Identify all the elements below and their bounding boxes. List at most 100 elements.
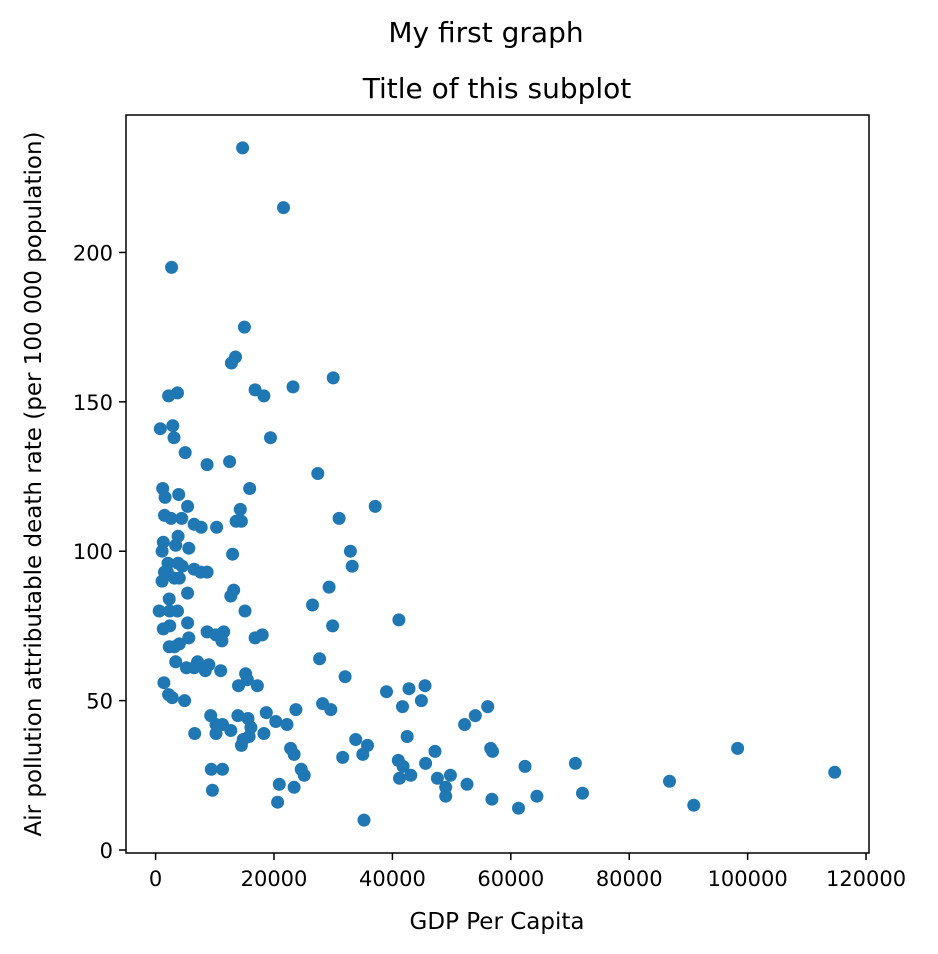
data-point [419,756,433,770]
x-tick-label: 80000 [596,867,663,891]
data-point [663,774,676,788]
x-axis-label: GDP Per Capita [410,909,585,935]
data-point [162,640,176,654]
data-point [264,431,277,445]
data-point [216,762,229,776]
data-points [152,141,842,827]
data-point [172,488,186,501]
data-point [175,559,189,573]
data-point [289,703,303,717]
data-point [248,631,262,645]
data-point [576,786,589,800]
data-point [530,789,544,803]
data-point [223,455,237,469]
data-point [234,738,248,752]
data-point [167,431,181,445]
data-point [468,709,482,723]
data-point [179,661,193,675]
data-point [209,718,223,731]
data-point [828,765,842,779]
data-point [402,682,416,696]
data-point [280,718,294,731]
figure-title: My first graph [388,16,583,49]
data-point [236,141,250,155]
data-point [287,747,301,761]
data-point [259,706,273,720]
data-point [439,789,453,803]
data-point [345,559,359,573]
data-point [392,613,406,627]
y-tick-label: 0 [100,839,113,863]
data-point [165,260,179,274]
data-point [215,634,229,648]
data-point [153,422,167,436]
y-tick-label: 100 [73,540,113,564]
data-point [158,490,172,504]
data-point [271,795,285,809]
data-point [155,544,169,558]
data-point [326,371,340,385]
data-point [311,467,325,480]
data-point [396,700,409,714]
data-point [214,664,228,678]
y-axis-ticks: 0 50 100 150 200 [73,241,126,863]
data-point [175,511,189,525]
data-point [157,676,171,690]
data-point [418,679,432,693]
data-point [485,792,499,806]
data-point [171,604,184,618]
data-point [349,733,363,746]
data-point [163,619,177,633]
data-point [226,547,240,561]
data-point [277,201,290,215]
data-point [336,750,350,764]
data-point [162,389,176,403]
data-point [210,520,224,534]
data-point [356,747,370,761]
data-point [357,813,371,827]
data-point [237,320,251,334]
data-point [155,574,169,588]
data-point [224,589,238,603]
data-point [198,664,212,678]
data-point [286,380,300,394]
data-point [326,619,340,633]
data-point [169,655,183,669]
data-point [182,631,196,645]
data-point [396,759,410,773]
data-point [439,780,453,794]
x-tick-label: 60000 [477,867,544,891]
data-point [460,777,474,791]
data-point [166,419,180,433]
x-tick-label: 40000 [359,867,426,891]
data-point [731,741,745,755]
data-point [568,756,582,770]
data-point [481,700,495,714]
data-point [209,727,223,740]
data-point [232,679,245,693]
data-point [233,502,247,516]
data-point [200,565,214,579]
y-tick-label: 50 [86,690,113,714]
data-point [181,586,195,600]
data-point [687,798,701,812]
data-point [313,652,327,666]
data-point [272,777,286,791]
data-point [181,616,195,630]
data-point [204,762,218,776]
data-point [287,780,301,794]
data-point [169,538,183,552]
y-tick-label: 150 [73,391,113,415]
data-point [306,598,319,612]
data-point [343,544,357,558]
data-point [269,715,283,728]
data-point [165,691,179,705]
x-axis-ticks: 0 20000 40000 60000 80000 100000 120000 [149,853,906,891]
y-axis-label: Air pollution attributable death rate (p… [21,131,47,836]
data-point [400,730,414,743]
x-tick-label: 100000 [708,867,788,891]
x-tick-label: 120000 [826,867,906,891]
subplot-title: Title of this subplot [362,72,632,105]
x-tick-label: 20000 [241,867,308,891]
data-point [182,541,196,555]
